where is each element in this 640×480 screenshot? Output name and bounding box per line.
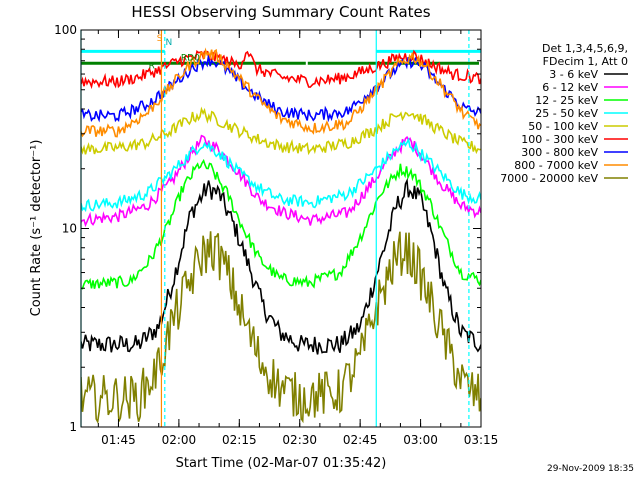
- legend-label-7: 800 - 7000 keV: [514, 159, 598, 172]
- x-tick-label-6: 03:15: [464, 433, 499, 447]
- plot-frame: [80, 29, 482, 428]
- legend-label-8: 7000 - 20000 keV: [500, 172, 598, 185]
- series-line-8: [81, 231, 481, 425]
- x-tick-label-1: 02:00: [162, 433, 197, 447]
- y-tick-label-1: 10: [62, 222, 77, 236]
- legend-label-0: 3 - 6 keV: [549, 68, 598, 81]
- x-tick-label-2: 02:15: [222, 433, 257, 447]
- series-line-3: [81, 137, 481, 213]
- series-line-4: [81, 106, 481, 156]
- annotation-3: R: [149, 61, 155, 71]
- generated-timestamp: 29-Nov-2009 18:35: [547, 464, 634, 474]
- annotation-1: N: [165, 38, 172, 48]
- series-line-2: [81, 158, 481, 290]
- annotation-0: S: [157, 34, 163, 44]
- y-tick-label-2: 100: [54, 23, 77, 37]
- legend-header-0: Det 1,3,4,5,6,9,: [542, 42, 628, 55]
- series-line-7: [81, 47, 481, 138]
- y-tick-label-0: 1: [69, 420, 77, 434]
- legend-label-5: 100 - 300 keV: [521, 133, 598, 146]
- x-tick-label-3: 02:30: [282, 433, 317, 447]
- x-tick-label-0: 01:45: [101, 433, 136, 447]
- legend-label-1: 6 - 12 keV: [542, 81, 598, 94]
- x-tick-label-5: 03:00: [403, 433, 438, 447]
- chart-title: HESSI Observing Summary Count Rates: [131, 3, 430, 21]
- series-line-5: [81, 49, 481, 90]
- legend: Det 1,3,4,5,6,9,FDecim 1, Att 03 - 6 keV…: [500, 42, 628, 185]
- legend-header-1: FDecim 1, Att 0: [543, 55, 628, 68]
- x-tick-label-4: 02:45: [343, 433, 378, 447]
- series-line-0: [81, 177, 481, 355]
- legend-label-4: 50 - 100 keV: [528, 120, 598, 133]
- legend-label-2: 12 - 25 keV: [535, 94, 598, 107]
- y-axis-label: Count Rate (s⁻¹ detector⁻¹): [29, 140, 44, 317]
- legend-label-6: 300 - 800 keV: [521, 146, 598, 159]
- legend-label-3: 25 - 50 keV: [535, 107, 598, 120]
- x-axis-label: Start Time (02-Mar-07 01:35:42): [176, 456, 387, 471]
- annotation-2: RD0: [181, 54, 200, 64]
- series-line-1: [81, 134, 481, 228]
